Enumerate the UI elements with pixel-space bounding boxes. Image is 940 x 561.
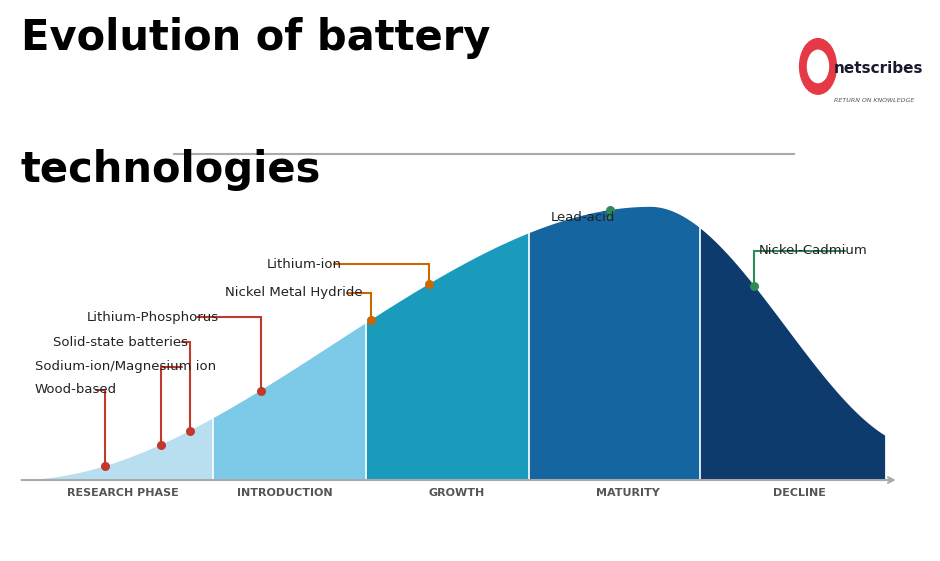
Text: Lithium-Phosphorus: Lithium-Phosphorus	[86, 311, 219, 324]
Text: Sodium-ion/Magnesium ion: Sodium-ion/Magnesium ion	[35, 360, 216, 373]
Text: Solid-state batteries: Solid-state batteries	[53, 335, 188, 348]
Polygon shape	[212, 323, 367, 480]
Text: Nickel Metal Hydride: Nickel Metal Hydride	[225, 287, 362, 300]
Text: GROWTH: GROWTH	[429, 488, 485, 498]
Text: RESEARCH PHASE: RESEARCH PHASE	[67, 488, 179, 498]
Ellipse shape	[807, 50, 828, 82]
Text: technologies: technologies	[21, 149, 321, 191]
Polygon shape	[700, 228, 885, 480]
Ellipse shape	[800, 39, 837, 94]
Polygon shape	[528, 207, 700, 480]
Text: Nickel-Cadmium: Nickel-Cadmium	[759, 244, 868, 257]
Text: DECLINE: DECLINE	[773, 488, 826, 498]
Text: MATURITY: MATURITY	[596, 488, 660, 498]
Polygon shape	[367, 233, 528, 480]
Text: Evolution of battery: Evolution of battery	[21, 17, 490, 59]
Text: INTRODUCTION: INTRODUCTION	[237, 488, 333, 498]
Text: RETURN ON KNOWLEDGE: RETURN ON KNOWLEDGE	[834, 98, 915, 103]
Polygon shape	[37, 419, 212, 480]
Text: Wood-based: Wood-based	[35, 383, 118, 397]
Text: Lead-acid: Lead-acid	[551, 211, 616, 224]
Text: Lithium-ion: Lithium-ion	[267, 257, 342, 271]
Text: netscribes: netscribes	[834, 61, 923, 76]
